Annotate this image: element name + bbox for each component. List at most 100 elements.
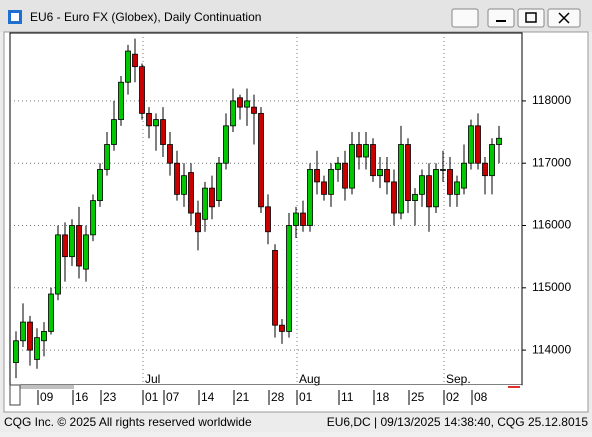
candle-body	[237, 97, 243, 108]
scroll-box[interactable]	[9, 384, 21, 406]
candle-body	[468, 125, 474, 164]
candle-body	[69, 225, 75, 258]
y-tick-label: 114000	[532, 342, 571, 356]
candle-body	[251, 106, 257, 114]
x-tick-label: 28	[271, 390, 285, 404]
candle-body	[216, 162, 222, 201]
app-icon-inner	[11, 13, 19, 21]
y-tick-label: 118000	[532, 93, 571, 107]
candle-body	[62, 234, 68, 258]
candle-body	[125, 50, 131, 83]
candle-body	[356, 144, 362, 158]
candle-body	[20, 321, 26, 342]
x-tick-label: 16	[75, 390, 89, 404]
candle-body	[489, 144, 495, 177]
candle-body	[174, 162, 180, 195]
candle-body	[321, 181, 327, 195]
maximize-glyph	[525, 12, 537, 23]
x-tick-label: 14	[201, 390, 215, 404]
month-label: Aug	[299, 372, 320, 386]
candle-body	[349, 144, 355, 189]
candle-body	[153, 119, 159, 127]
candle-body	[132, 53, 138, 68]
x-tick-label: 18	[376, 390, 390, 404]
candle-body	[279, 324, 285, 332]
footer-left: CQG Inc. © 2025 All rights reserved worl…	[4, 415, 252, 429]
candle-body	[146, 112, 152, 127]
y-tick-label: 115000	[532, 280, 571, 294]
candle-body	[335, 162, 341, 170]
candle-body	[286, 225, 292, 332]
candle-body	[181, 175, 187, 195]
candle-body	[209, 187, 215, 208]
candle-body	[195, 212, 201, 233]
marker	[508, 386, 520, 388]
candle-body	[440, 169, 446, 171]
candle-body	[426, 175, 432, 208]
x-tick-label: 08	[474, 390, 488, 404]
candle-body	[265, 206, 271, 233]
candle-body	[167, 144, 173, 164]
candle-body	[342, 162, 348, 189]
candle-body	[293, 212, 299, 226]
candle-body	[188, 172, 194, 214]
candle-body	[307, 169, 313, 226]
candle-body	[111, 119, 117, 145]
candle-body	[41, 331, 47, 342]
candle-body	[328, 169, 334, 195]
candle-body	[475, 125, 481, 164]
candle-body	[83, 234, 89, 270]
candle-body	[104, 144, 110, 170]
y-tick-label: 117000	[532, 155, 571, 169]
candle-body	[90, 200, 96, 236]
candle-body	[223, 125, 229, 164]
candle-body	[244, 100, 250, 108]
maximize-button[interactable]	[517, 8, 545, 28]
x-tick-label: 01	[299, 390, 313, 404]
x-tick-label: 07	[166, 390, 180, 404]
x-tick-label: 01	[145, 390, 159, 404]
candle-body	[314, 169, 320, 183]
footer-right: EU6,DC | 09/13/2025 14:38:40, CQG 25.12.…	[327, 415, 589, 429]
candle-body	[370, 144, 376, 177]
candle-body	[76, 225, 82, 267]
candle-body	[391, 181, 397, 214]
minimize-button[interactable]	[487, 8, 515, 28]
candle-body	[118, 81, 124, 120]
candle-body	[447, 169, 453, 195]
candle-body	[384, 169, 390, 183]
candle-body	[160, 119, 166, 145]
window-buttons[interactable]	[451, 8, 581, 28]
x-tick-label: 09	[40, 390, 54, 404]
x-tick-label: 23	[103, 390, 117, 404]
candle-body	[482, 162, 488, 177]
window-title: EU6 - Euro FX (Globex), Daily Continuati…	[30, 10, 261, 24]
candle-body	[97, 169, 103, 201]
candle-body	[27, 321, 33, 351]
x-axis-strip	[10, 385, 522, 405]
month-label: Jul	[145, 372, 160, 386]
month-label: Sep.	[446, 372, 471, 386]
candle-body	[258, 112, 264, 208]
candle-body	[454, 181, 460, 195]
close-glyph	[558, 12, 570, 24]
candle-body	[48, 293, 54, 332]
candle-body	[55, 234, 61, 295]
candle-body	[202, 187, 208, 220]
candle-body	[34, 337, 40, 360]
candle-body	[13, 340, 19, 363]
candle-body	[496, 137, 502, 145]
candle-body	[272, 250, 278, 326]
link-button[interactable]	[451, 8, 479, 28]
candle-body	[461, 162, 467, 189]
x-tick-label: 25	[411, 390, 425, 404]
scroll-thumb[interactable]	[10, 385, 74, 389]
candle-body	[433, 169, 439, 208]
candle-body	[398, 144, 404, 214]
candle-body	[139, 66, 145, 114]
x-tick-label: 11	[341, 390, 354, 404]
candle-body	[300, 212, 306, 226]
candle-body	[377, 169, 383, 177]
